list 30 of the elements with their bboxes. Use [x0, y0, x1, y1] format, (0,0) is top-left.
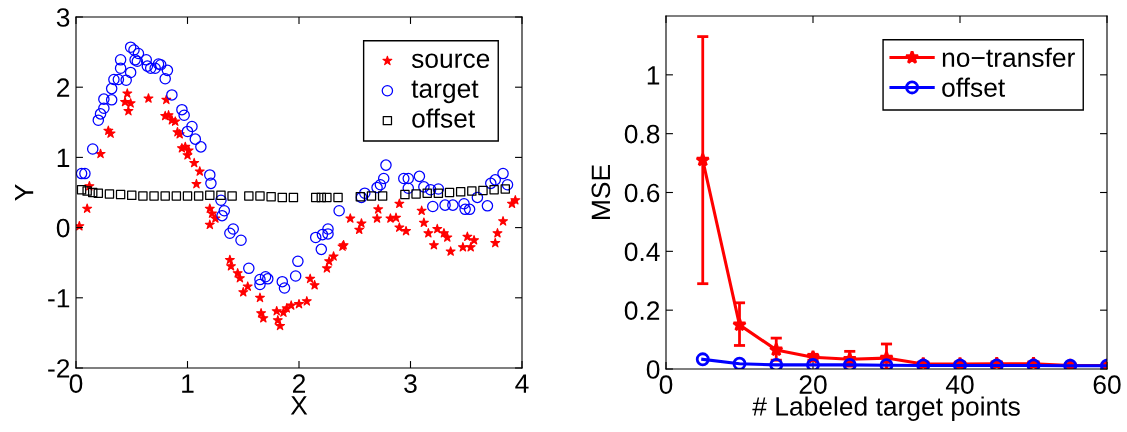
y-tick-label: 1	[647, 66, 660, 85]
y-axis-title: MSE	[591, 165, 611, 219]
x-axis-title: # Labeled target points	[752, 396, 1020, 421]
x-axis-title: X	[290, 396, 308, 415]
legend-label: source	[411, 53, 490, 69]
legend-label: no−transfer	[942, 47, 1075, 68]
y-tick-label: 1	[57, 148, 70, 167]
x-tick-label: 60	[1093, 375, 1121, 394]
x-tick-label: 3	[404, 374, 417, 393]
legend-label: offset	[412, 108, 476, 128]
x-tick-label: 40	[945, 375, 974, 394]
y-tick-label: 0.8	[624, 124, 660, 144]
y-tick-label: 0.4	[624, 242, 660, 262]
y-tick-label: -2	[48, 359, 70, 378]
x-tick-label: 4	[515, 374, 529, 393]
legend-label: target	[411, 80, 479, 104]
x-tick-label: 1	[182, 374, 194, 393]
x-tick-label: 0	[659, 375, 673, 394]
y-tick-label: 2	[57, 78, 70, 97]
x-tick-label: 20	[799, 375, 827, 394]
y-axis-title: Y	[15, 184, 34, 201]
y-tick-label: 0.6	[624, 183, 660, 203]
x-tick-label: 2	[292, 374, 306, 393]
y-tick-label: 0.2	[624, 301, 660, 320]
y-tick-label: 3	[56, 8, 70, 27]
y-tick-label: -1	[48, 289, 70, 308]
x-tick-label: 0	[69, 374, 83, 393]
legend-label: offset	[942, 77, 1005, 97]
y-tick-label: 0	[56, 218, 70, 238]
y-tick-label: 0	[646, 360, 660, 379]
